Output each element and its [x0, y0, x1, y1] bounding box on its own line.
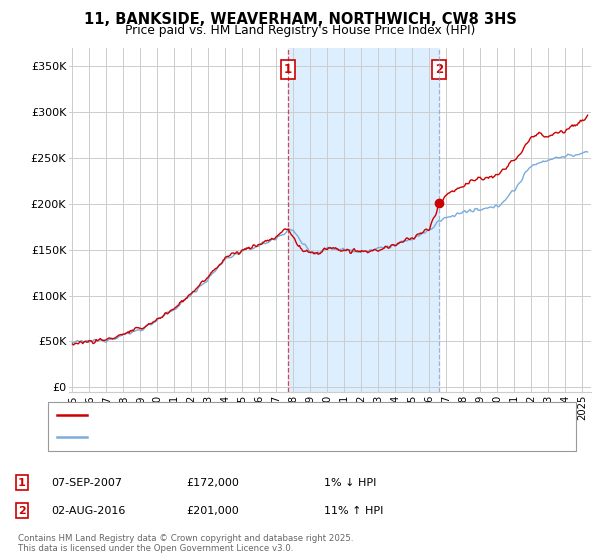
- Text: HPI: Average price, semi-detached house, Cheshire West and Chester: HPI: Average price, semi-detached house,…: [93, 432, 445, 442]
- Text: 11, BANKSIDE, WEAVERHAM, NORTHWICH, CW8 3HS (semi-detached house): 11, BANKSIDE, WEAVERHAM, NORTHWICH, CW8 …: [93, 410, 479, 421]
- Text: 07-SEP-2007: 07-SEP-2007: [51, 478, 122, 488]
- Text: Price paid vs. HM Land Registry's House Price Index (HPI): Price paid vs. HM Land Registry's House …: [125, 24, 475, 36]
- Text: 1: 1: [18, 478, 26, 488]
- Bar: [288, 48, 439, 392]
- Text: 1: 1: [284, 63, 292, 76]
- Text: Contains HM Land Registry data © Crown copyright and database right 2025.
This d: Contains HM Land Registry data © Crown c…: [18, 534, 353, 553]
- Text: 11, BANKSIDE, WEAVERHAM, NORTHWICH, CW8 3HS: 11, BANKSIDE, WEAVERHAM, NORTHWICH, CW8 …: [83, 12, 517, 27]
- Text: 02-AUG-2016: 02-AUG-2016: [51, 506, 125, 516]
- Text: 2: 2: [18, 506, 26, 516]
- Text: £201,000: £201,000: [186, 506, 239, 516]
- Text: 1% ↓ HPI: 1% ↓ HPI: [324, 478, 376, 488]
- Text: £172,000: £172,000: [186, 478, 239, 488]
- Text: 11% ↑ HPI: 11% ↑ HPI: [324, 506, 383, 516]
- Text: 2: 2: [435, 63, 443, 76]
